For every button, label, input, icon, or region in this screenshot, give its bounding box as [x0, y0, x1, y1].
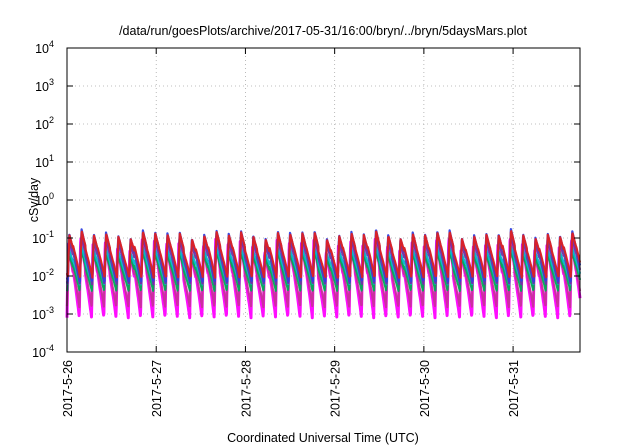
- x-tick-label: 2017-5-27: [150, 360, 164, 417]
- series-line: [65, 248, 582, 292]
- x-tick-label: 2017-5-28: [239, 360, 253, 417]
- y-tick-label: 100: [35, 191, 54, 208]
- y-tick-label: 10-1: [32, 229, 54, 246]
- y-tick-label: 103: [35, 77, 54, 94]
- x-tick-label: 2017-5-26: [61, 360, 75, 417]
- y-tick-label: 10-3: [32, 305, 54, 322]
- x-tick-label: 2017-5-31: [507, 360, 521, 417]
- series-line: [65, 237, 582, 320]
- x-tick-label: 2017-5-30: [418, 360, 432, 417]
- y-tick-label: 101: [35, 153, 54, 170]
- series-line: [65, 243, 582, 309]
- data-series: [65, 228, 582, 320]
- chart-title: /data/run/goesPlots/archive/2017-05-31/1…: [119, 24, 527, 38]
- y-tick-label: 10-2: [32, 267, 54, 284]
- y-tick-label: 102: [35, 115, 54, 132]
- y-tick-label: 104: [35, 39, 54, 56]
- y-tick-label: 10-4: [32, 343, 54, 360]
- series-line: [65, 230, 582, 279]
- x-tick-label: 2017-5-29: [329, 360, 343, 417]
- y-axis-label: cSv/day: [27, 177, 41, 222]
- x-axis-label: Coordinated Universal Time (UTC): [227, 431, 419, 445]
- x-axis-ticks: 2017-5-26 2017-5-27 2017-5-28 2017-5-29 2017…: [61, 48, 521, 417]
- y-axis-ticks: 10-4 10-3 10-2 10-1 100 101 102 103 104: [32, 39, 580, 360]
